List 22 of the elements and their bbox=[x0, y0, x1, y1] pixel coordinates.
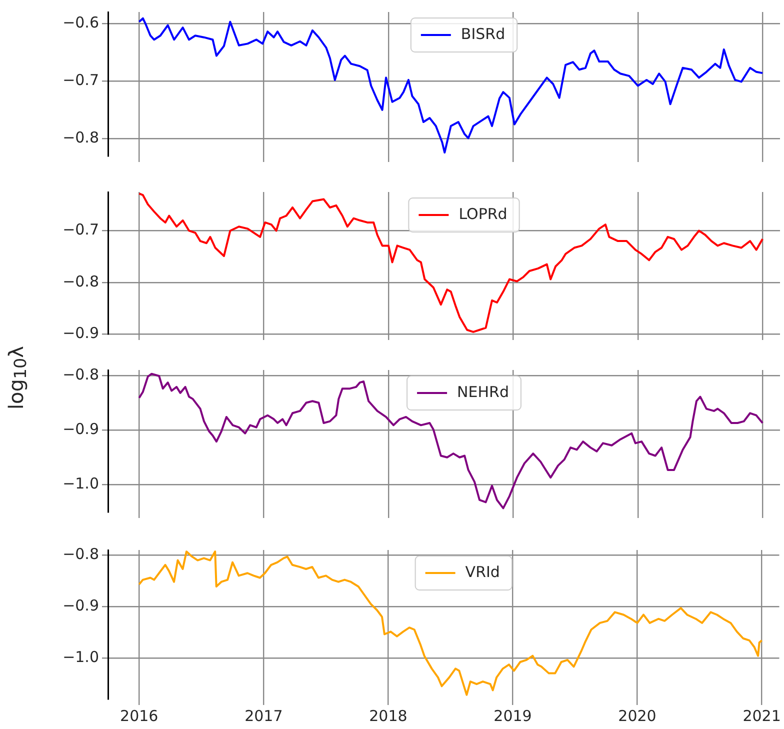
y-tick-label: −0.8 bbox=[62, 545, 99, 564]
x-tick-label: 2020 bbox=[618, 706, 656, 725]
legend-label: NEHRd bbox=[457, 382, 509, 401]
y-tick-label: −0.9 bbox=[62, 596, 99, 614]
x-tick-label: 2019 bbox=[494, 706, 532, 725]
y-tick-label: −0.7 bbox=[62, 71, 99, 90]
x-tick-label: 2017 bbox=[244, 706, 283, 725]
legend-label: BISRd bbox=[460, 24, 506, 43]
y-tick-label: −0.9 bbox=[62, 420, 99, 438]
y-tick-label: −0.7 bbox=[62, 220, 99, 239]
y-tick-label: −0.9 bbox=[62, 324, 99, 342]
y-tick-label: −1.0 bbox=[62, 474, 99, 493]
x-tick-label: 2018 bbox=[369, 706, 408, 725]
y-tick-label: −0.6 bbox=[62, 13, 99, 32]
y-tick-label: −0.8 bbox=[62, 128, 99, 147]
y-tick-label: −1.0 bbox=[62, 648, 99, 666]
x-tick-label: 2021 bbox=[742, 706, 781, 725]
y-tick-label: −0.8 bbox=[62, 272, 99, 290]
legend-label: LOPRd bbox=[458, 204, 508, 223]
x-tick-label: 2016 bbox=[120, 706, 158, 725]
y-tick-label: −0.8 bbox=[62, 365, 99, 384]
legend-label: VRId bbox=[465, 562, 500, 581]
